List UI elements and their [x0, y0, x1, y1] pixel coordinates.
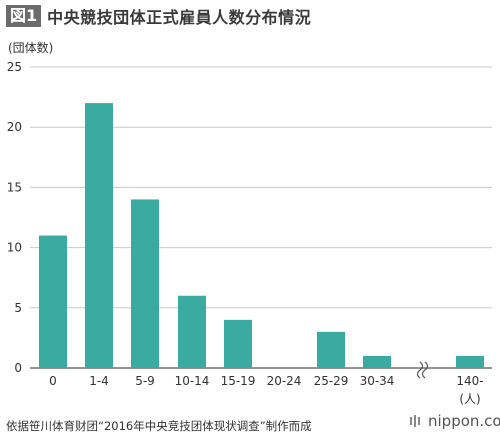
x-tick-label: 0 — [49, 374, 57, 388]
bar-140- — [456, 355, 484, 368]
x-tick-label: 1-4 — [89, 374, 109, 388]
source-note: 依据笹川体育财团“2016年中央竞技团体现状调查”制作而成 — [6, 419, 312, 433]
y-tick-label: 0 — [14, 361, 22, 375]
bar-15-19 — [224, 319, 252, 368]
axis-break-icon — [416, 361, 429, 379]
bar-0 — [39, 235, 67, 368]
y-tick-label: 15 — [7, 180, 22, 194]
x-tick-label: 20-24 — [267, 374, 302, 388]
chart-title: 中央競技団体正式雇員人数分布情況 — [47, 8, 312, 27]
x-unit-label: (人) — [459, 392, 480, 406]
bar-chart: 0 5 10 15 20 25 (団体数) 0 1-4 5-9 10-14 15-19 20-24 2… — [7, 40, 492, 406]
logo-text: nippon.com — [428, 412, 500, 430]
y-axis-label: (団体数) — [8, 40, 53, 55]
x-tick-label: 30-34 — [360, 374, 395, 388]
x-tick-labels: 0 1-4 5-9 10-14 15-19 20-24 25-29 30-34 140- — [49, 374, 483, 388]
y-tick-labels: 0 5 10 15 20 25 — [7, 60, 22, 375]
bar-30-34 — [363, 355, 391, 368]
x-tick-label: 15-19 — [221, 374, 256, 388]
x-tick-label: 10-14 — [175, 374, 210, 388]
x-tick-label: 25-29 — [314, 374, 349, 388]
bar-5-9 — [131, 199, 159, 368]
bars — [39, 103, 484, 369]
nippon-logo: nippon.com — [409, 412, 500, 430]
y-tick-label: 10 — [7, 241, 22, 255]
figure-badge: 図1 — [6, 5, 42, 27]
x-tick-label: 140- — [456, 374, 483, 388]
chart-title-row: 図1 中央競技団体正式雇員人数分布情況 — [6, 4, 311, 28]
y-tick-label: 25 — [7, 60, 22, 74]
bar-10-14 — [178, 295, 206, 368]
logo-bars-icon — [410, 415, 420, 427]
y-tick-label: 5 — [14, 301, 22, 315]
y-tick-label: 20 — [7, 120, 22, 134]
break-wave — [416, 361, 424, 379]
bar-1-4 — [85, 103, 113, 369]
bar-25-29 — [317, 331, 345, 368]
break-wave — [421, 361, 429, 379]
x-tick-label: 5-9 — [135, 374, 155, 388]
